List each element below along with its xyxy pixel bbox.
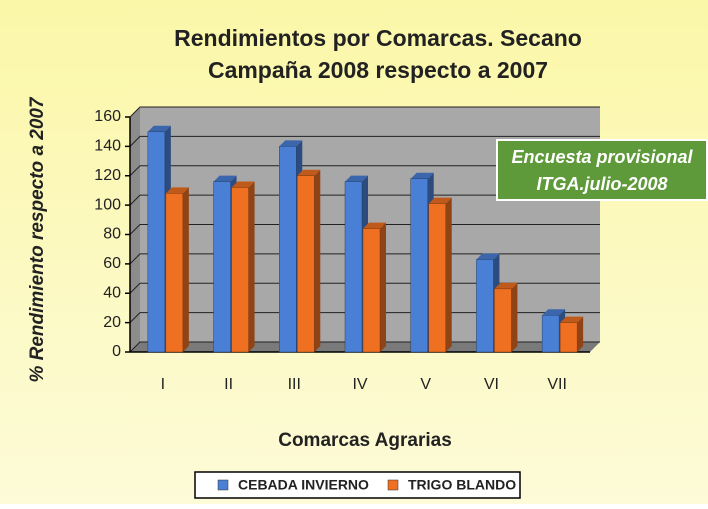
legend-swatch <box>217 479 229 491</box>
annotation: Encuesta provisional <box>511 147 693 167</box>
bar-top <box>231 181 255 188</box>
bar-top <box>560 316 584 323</box>
bar <box>279 146 297 353</box>
bar-top <box>345 175 368 182</box>
y-tick-label: 40 <box>103 284 121 301</box>
y-tick-label: 60 <box>103 255 121 272</box>
bar-top <box>213 175 237 182</box>
x-tick-label: VII <box>547 376 567 393</box>
bar-side <box>380 222 386 352</box>
y-tick-label: 20 <box>103 314 121 331</box>
x-tick-label: II <box>224 376 233 393</box>
bar-side <box>445 197 452 352</box>
bar <box>362 228 381 353</box>
grid-line <box>129 165 600 177</box>
x-axis-label: Comarcas Agrarias <box>278 430 452 451</box>
bar <box>147 131 166 353</box>
bar <box>428 203 446 353</box>
bar-top <box>279 140 303 147</box>
bar-top <box>410 172 434 179</box>
bar <box>559 322 578 353</box>
y-tick-label: 140 <box>94 138 121 155</box>
bar-side <box>248 181 255 352</box>
y-tick-label: 100 <box>94 196 121 213</box>
y-tick-label: 120 <box>94 167 121 184</box>
bar-top <box>165 187 189 194</box>
annotation: ITGA.julio-2008 <box>536 174 667 194</box>
bar <box>231 187 249 353</box>
grid-line <box>129 106 600 118</box>
bar-side <box>577 316 584 352</box>
y-axis-label: % Rendimiento respecto a 2007 <box>27 96 48 383</box>
bar-top <box>297 169 321 176</box>
legend-label: TRIGO BLANDO <box>408 477 516 493</box>
bar-top <box>428 197 452 204</box>
bar <box>541 315 560 353</box>
bar-top <box>363 222 386 229</box>
bar <box>476 259 494 353</box>
bar-side <box>511 282 518 352</box>
bar-side <box>182 187 189 352</box>
legend-swatch <box>387 479 399 491</box>
bar-top <box>476 253 500 260</box>
bar-top <box>494 282 518 289</box>
legend-items: CEBADA INVIERNO TRIGO BLANDO <box>217 477 516 493</box>
bar-side <box>314 169 321 352</box>
grid-line <box>129 135 600 147</box>
bar <box>344 181 363 353</box>
bar <box>297 175 315 353</box>
bar-top <box>147 125 171 132</box>
bar-top <box>542 309 566 316</box>
bar <box>494 288 512 353</box>
x-tick-label: III <box>288 376 301 393</box>
grid-line <box>129 194 600 206</box>
y-tick-label: 160 <box>94 108 121 125</box>
chart-title: Rendimientos por Comarcas. Secano <box>174 25 582 51</box>
legend <box>194 471 521 499</box>
x-tick-label: VI <box>484 376 499 393</box>
x-tick-label: IV <box>352 376 367 393</box>
x-tick-label: V <box>420 376 431 393</box>
chart-title: Campaña 2008 respecto a 2007 <box>208 57 548 83</box>
bar <box>165 193 184 353</box>
bar <box>213 181 231 353</box>
legend-label: CEBADA INVIERNO <box>238 477 369 493</box>
annotation-box <box>496 139 708 201</box>
bar <box>410 178 428 353</box>
x-tick-label: I <box>161 376 165 393</box>
y-tick-label: 0 <box>112 343 121 360</box>
y-tick-label: 80 <box>103 226 121 243</box>
